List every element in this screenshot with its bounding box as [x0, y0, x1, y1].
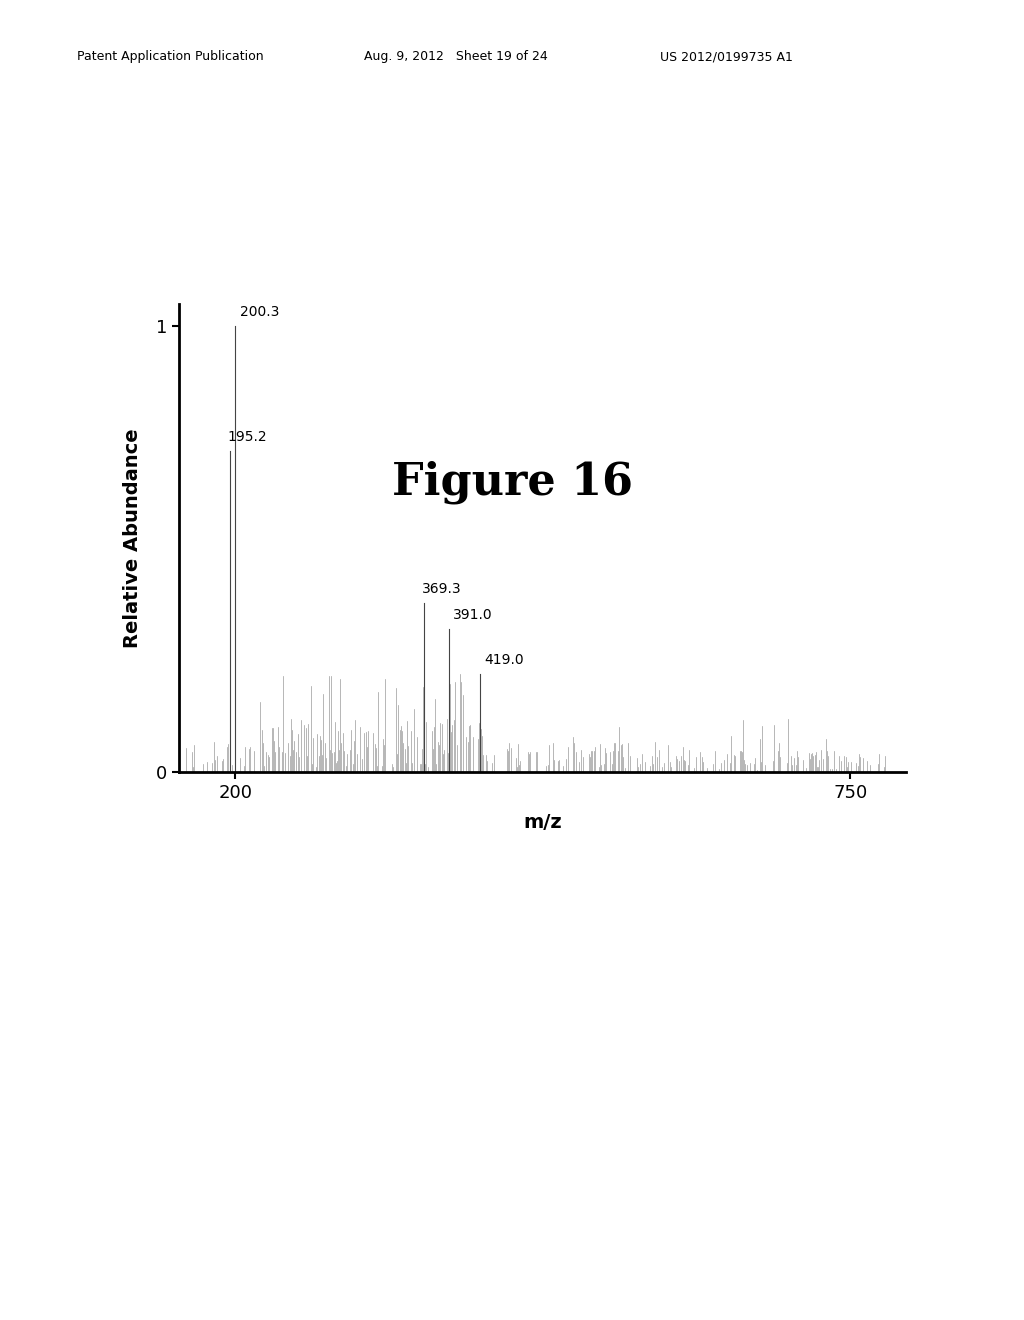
Text: 369.3: 369.3	[422, 582, 462, 595]
Text: Figure 16: Figure 16	[391, 461, 633, 503]
Text: 419.0: 419.0	[484, 653, 524, 667]
Text: Aug. 9, 2012   Sheet 19 of 24: Aug. 9, 2012 Sheet 19 of 24	[364, 50, 547, 63]
Text: 200.3: 200.3	[240, 305, 279, 319]
Text: US 2012/0199735 A1: US 2012/0199735 A1	[660, 50, 794, 63]
Y-axis label: Relative Abundance: Relative Abundance	[123, 428, 142, 648]
X-axis label: m/z: m/z	[523, 813, 562, 832]
Text: 391.0: 391.0	[453, 609, 493, 623]
Text: 195.2: 195.2	[227, 430, 266, 444]
Text: Patent Application Publication: Patent Application Publication	[77, 50, 263, 63]
